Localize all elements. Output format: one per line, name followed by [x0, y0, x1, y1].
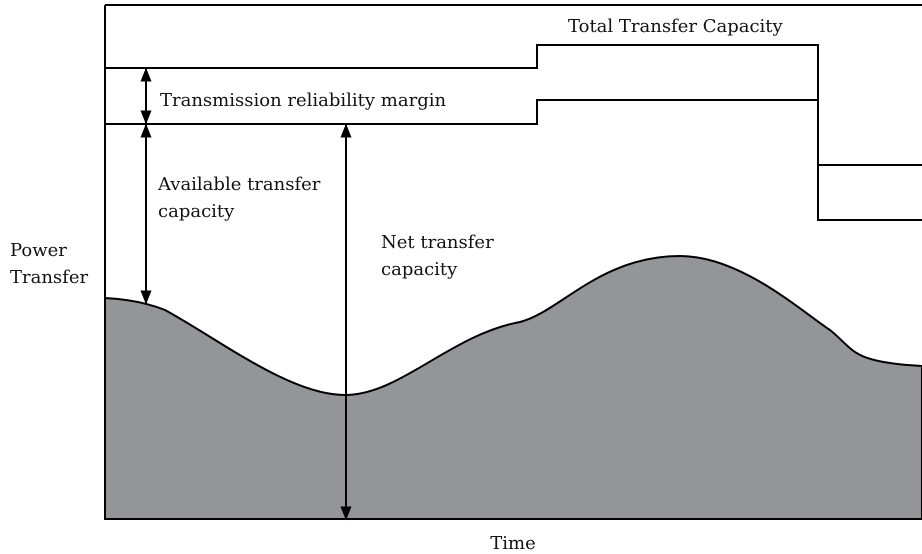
- label-atc: Available transfer capacity: [157, 174, 326, 222]
- net-transfer-capacity-line: [105, 99, 922, 221]
- label-line: Transfer: [10, 267, 88, 288]
- demand-area: [104, 254, 922, 520]
- label-line: Power: [10, 240, 67, 261]
- label-line: Net transfer: [381, 232, 494, 253]
- axes: [104, 4, 922, 520]
- label-ntc: Net transfer capacity: [381, 232, 499, 280]
- label-line: capacity: [381, 259, 458, 280]
- label-line: capacity: [158, 201, 235, 222]
- x-axis-label: Time: [490, 533, 535, 554]
- total-transfer-capacity-line: [105, 44, 922, 166]
- y-axis-label: Power Transfer: [10, 240, 88, 288]
- label-line: Available transfer: [157, 174, 321, 195]
- label-ttc: Total Transfer Capacity: [568, 16, 784, 37]
- label-trm: Transmission reliability margin: [160, 90, 446, 111]
